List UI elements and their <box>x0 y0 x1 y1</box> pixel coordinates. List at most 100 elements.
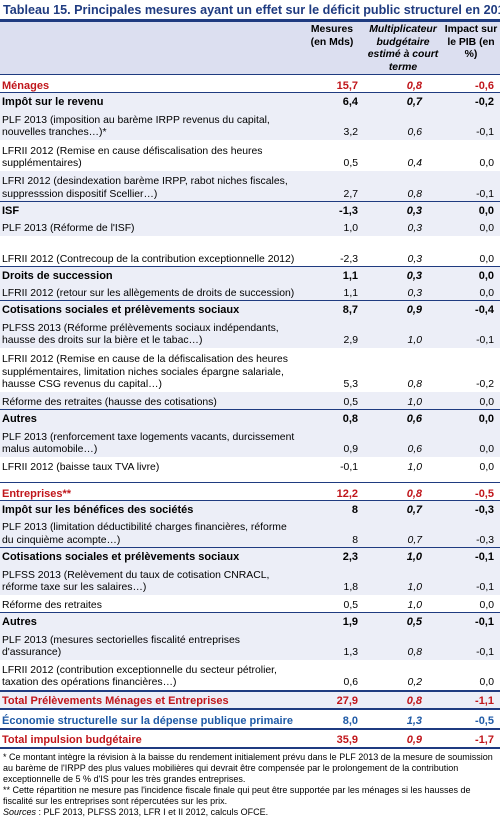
measure-row: PLF 2013 (mesures sectorielles fiscalité… <box>0 628 500 660</box>
row-mesures: 15,7 <box>300 74 364 93</box>
table-title: Tableau 15. Principales mesures ayant un… <box>3 3 500 17</box>
row-impact: -0,1 <box>476 582 494 593</box>
row-multiplicateur: 1,0 <box>407 599 422 611</box>
footnote-1: * Ce montant intègre la révision à la ba… <box>3 751 493 784</box>
row-mesures: 1,0 <box>343 223 358 234</box>
row-multiplicateur: 1,0 <box>407 582 422 593</box>
footnotes: * Ce montant intègre la révision à la ba… <box>0 746 500 818</box>
row-multiplicateur: 0,5 <box>364 612 442 629</box>
row-impact: -0,5 <box>442 482 500 501</box>
subcategory-row: Cotisations sociales et prélèvements soc… <box>0 547 500 564</box>
sources-label: Sources <box>3 806 37 817</box>
row-multiplicateur: 0,8 <box>364 74 442 93</box>
row-label: LFRII 2012 (contribution exceptionnelle … <box>2 664 277 689</box>
row-multiplicateur: 0,6 <box>364 409 442 426</box>
total-budget-row: Total impulsion budgétaire 35,9 0,9 -1,7 <box>0 727 500 747</box>
row-multiplicateur: 0,9 <box>364 300 442 317</box>
row-impact: 0,0 <box>479 287 494 299</box>
row-label: Autres <box>0 612 300 629</box>
row-label: Total Prélèvements Ménages et Entreprise… <box>0 689 300 709</box>
row-label: Entreprises** <box>0 482 300 501</box>
row-mesures: 2,7 <box>343 188 358 200</box>
row-label: PLF 2013 (imposition au barème IRPP reve… <box>2 114 270 139</box>
subcategory-row: Impôt sur le revenu 6,4 0,7 -0,2 <box>0 92 500 109</box>
row-impact: -0,2 <box>442 92 500 109</box>
row-impact: -0,2 <box>476 379 494 390</box>
row-impact: -0,6 <box>442 74 500 93</box>
measure-row: LFRII 2012 (Contrecoup de la contributio… <box>0 236 500 267</box>
row-mesures: 0,5 <box>343 396 358 408</box>
row-impact: 0,0 <box>442 409 500 426</box>
sources-text: : PLF 2013, PLFSS 2013, LFR I et II 2012… <box>36 806 269 817</box>
row-multiplicateur: 0,7 <box>364 92 442 109</box>
row-impact: -1,7 <box>442 727 500 747</box>
measure-row: Réforme des retraites (hausse des cotisa… <box>0 391 500 410</box>
row-impact: -0,4 <box>442 300 500 317</box>
category-row: Ménages 15,7 0,8 -0,6 <box>0 74 500 93</box>
row-multiplicateur: 1,0 <box>407 396 422 408</box>
row-label: LFRI 2012 (desindexation barème IRPP, ra… <box>2 176 288 200</box>
measure-row: LFRII 2012 (retour sur les allègements d… <box>0 282 500 301</box>
row-mesures: 1,1 <box>300 266 364 283</box>
row-impact: 0,0 <box>479 462 494 473</box>
row-label: LFRII 2012 (Contrecoup de la contributio… <box>2 253 295 265</box>
row-mesures: 8,0 <box>300 707 364 729</box>
row-multiplicateur: 1,0 <box>407 462 422 473</box>
measure-row: PLF 2013 (Réforme de l'ISF) 1,0 0,3 0,0 <box>0 217 500 236</box>
row-multiplicateur: 0,6 <box>407 444 422 455</box>
row-impact: 0,0 <box>479 677 494 688</box>
row-impact: 0,0 <box>442 266 500 283</box>
measure-row: PLFSS 2013 (Relèvement du taux de cotisa… <box>0 563 500 595</box>
category-row: Entreprises** 12,2 0,8 -0,5 <box>0 482 500 501</box>
row-multiplicateur: 0,8 <box>407 647 422 658</box>
subcategory-row: Droits de succession 1,1 0,3 0,0 <box>0 266 500 283</box>
row-impact: 0,0 <box>479 599 494 611</box>
subcategory-row: ISF -1,3 0,3 0,0 <box>0 201 500 218</box>
table-totals: Total Prélèvements Ménages et Entreprise… <box>0 689 500 747</box>
row-label: Autres <box>0 409 300 426</box>
row-multiplicateur: 0,8 <box>407 188 422 200</box>
economie-row: Économie structurelle sur la dépense pub… <box>0 707 500 729</box>
row-multiplicateur: 1,3 <box>364 707 442 729</box>
row-mesures: 2,9 <box>343 335 358 346</box>
row-label: Réforme des retraites <box>2 599 102 611</box>
row-impact: -0,1 <box>476 188 494 200</box>
sources-line: Sources : PLF 2013, PLFSS 2013, LFR I et… <box>3 807 497 818</box>
row-multiplicateur: 0,7 <box>364 500 442 517</box>
measure-row: LFRII 2012 (Remise en cause de la défisc… <box>0 348 500 392</box>
header-mesures: Mesures (en Mds) <box>310 24 354 48</box>
row-label: Droits de succession <box>0 266 300 283</box>
row-label: ISF <box>0 201 300 218</box>
row-mesures: -1,3 <box>300 201 364 218</box>
row-impact: -0,1 <box>442 612 500 629</box>
row-mesures: 1,3 <box>343 647 358 658</box>
row-mesures: 8 <box>300 500 364 517</box>
row-impact: -0,1 <box>476 127 494 138</box>
measure-row: Réforme des retraites 0,5 1,0 0,0 <box>0 595 500 613</box>
header-multiplicateur: Multiplicateur budgétaire estimé à court… <box>367 24 439 73</box>
subcategory-row: Cotisations sociales et prélèvements soc… <box>0 300 500 317</box>
row-impact: 0,0 <box>442 201 500 218</box>
row-mesures: 1,1 <box>343 287 358 299</box>
spacer-row <box>0 475 500 483</box>
row-impact: -1,1 <box>442 689 500 709</box>
row-mesures: 0,5 <box>343 599 358 611</box>
row-multiplicateur: 0,3 <box>407 287 422 299</box>
row-impact: -0,1 <box>442 547 500 564</box>
title-rule <box>0 19 500 22</box>
subcategory-row: Impôt sur les bénéfices des sociétés 8 0,7… <box>0 500 500 517</box>
row-impact: -0,1 <box>476 335 494 346</box>
measure-row: PLF 2013 (limitation déductibilité charg… <box>0 516 500 548</box>
row-label: PLFSS 2013 (Relèvement du taux de cotisa… <box>2 569 270 594</box>
row-multiplicateur: 0,3 <box>364 201 442 218</box>
row-label: Réforme des retraites (hausse des cotisa… <box>2 396 217 408</box>
row-mesures: 6,4 <box>300 92 364 109</box>
row-multiplicateur: 0,6 <box>407 127 422 138</box>
row-multiplicateur: 0,7 <box>407 534 422 546</box>
header-label-col <box>0 22 300 75</box>
row-mesures: -2,3 <box>340 253 358 265</box>
row-multiplicateur: 0,8 <box>364 482 442 501</box>
row-label: Impôt sur les bénéfices des sociétés <box>0 500 300 517</box>
row-mesures: 3,2 <box>343 127 358 138</box>
row-label: Total impulsion budgétaire <box>0 727 300 747</box>
